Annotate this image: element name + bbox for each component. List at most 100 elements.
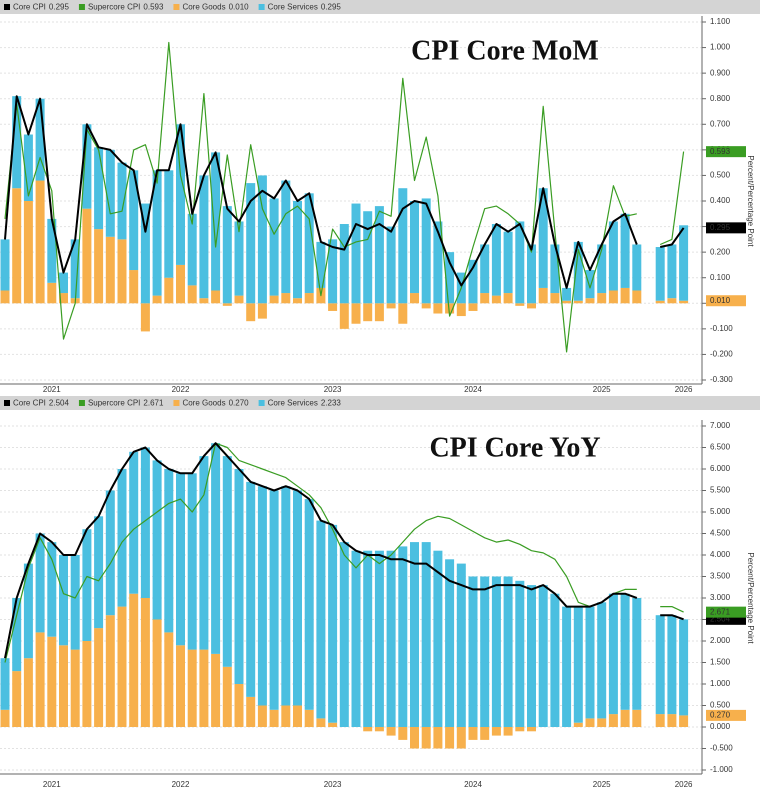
- bar: [339, 224, 349, 304]
- y-tick-label: 1.000: [710, 43, 731, 52]
- bar: [445, 303, 455, 314]
- y-tick-label: 5.000: [710, 507, 731, 516]
- bar: [620, 213, 630, 288]
- y-tick-label: 0.800: [710, 94, 731, 103]
- bar: [515, 727, 525, 732]
- bar: [105, 236, 115, 304]
- bar: [573, 241, 583, 301]
- axis-tag-label: 0.010: [710, 296, 731, 305]
- bar: [47, 282, 57, 304]
- y-tick-label: 5.500: [710, 486, 731, 495]
- legend-swatch: [78, 4, 85, 10]
- y-tick-label: 0.400: [710, 196, 731, 205]
- y-tick-label: 0.500: [710, 701, 731, 710]
- bar: [293, 201, 302, 299]
- bar: [304, 709, 314, 727]
- bar: [503, 293, 513, 304]
- bar: [480, 576, 490, 727]
- bar: [152, 170, 162, 296]
- bar: [573, 300, 583, 304]
- legend-label: Core CPI: [13, 399, 46, 408]
- y-tick-label: -0.500: [710, 744, 733, 753]
- legend-swatch: [173, 400, 180, 406]
- bar: [597, 293, 607, 304]
- bar: [94, 628, 104, 727]
- legend-label: Core CPI: [13, 3, 46, 12]
- bar: [632, 244, 642, 291]
- bar: [468, 576, 478, 727]
- bar: [281, 293, 291, 304]
- x-tick-label: 2024: [464, 780, 482, 789]
- bar: [679, 225, 689, 301]
- bar: [152, 295, 162, 304]
- axis-tag: [706, 709, 746, 721]
- bar: [445, 559, 455, 727]
- bar: [23, 134, 33, 201]
- bar: [386, 550, 396, 727]
- y-tick-label: 2.000: [710, 636, 731, 645]
- y-tick-label: 3.500: [710, 572, 731, 581]
- bar: [597, 244, 607, 294]
- bar: [433, 221, 443, 304]
- bar: [351, 550, 361, 727]
- legend-value: 2.671: [143, 399, 164, 408]
- bar: [59, 272, 68, 294]
- line: [4, 95, 685, 289]
- bar: [70, 649, 80, 727]
- bar: [655, 247, 665, 301]
- bar: [527, 244, 536, 304]
- legend-value: 0.295: [321, 3, 342, 12]
- line: [4, 41, 685, 353]
- legend-bar: [0, 0, 760, 14]
- bar: [433, 727, 443, 749]
- bar: [386, 226, 396, 304]
- bar: [597, 718, 607, 727]
- bar: [94, 229, 104, 304]
- bar: [538, 287, 548, 304]
- y-tick-label: 0.900: [710, 68, 731, 77]
- bar: [269, 198, 279, 296]
- bar: [410, 293, 419, 304]
- legend-swatch: [78, 400, 85, 406]
- legend-swatch: [258, 400, 265, 406]
- bar: [398, 727, 408, 740]
- bar: [94, 516, 104, 629]
- bar: [35, 98, 45, 181]
- bar: [585, 606, 595, 719]
- bar: [351, 303, 361, 324]
- chart-title: CPI Core YoY: [429, 432, 600, 463]
- y-tick-label: 4.000: [710, 550, 731, 559]
- legend-value: 0.010: [229, 3, 250, 12]
- bar: [234, 221, 244, 296]
- legend-value: 2.504: [49, 399, 70, 408]
- bar: [433, 303, 443, 314]
- bar: [140, 598, 150, 727]
- y-tick-label: 1.500: [710, 658, 731, 667]
- line: [4, 442, 684, 659]
- line: [4, 442, 684, 663]
- bar: [47, 636, 57, 727]
- bar: [328, 722, 338, 727]
- bar: [293, 298, 302, 304]
- bar: [398, 303, 408, 324]
- bar: [632, 290, 642, 304]
- bar: [503, 727, 513, 736]
- x-tick-label: 2025: [593, 780, 611, 789]
- bar: [140, 203, 150, 304]
- bar: [140, 447, 150, 598]
- y-tick-label: 0.200: [710, 247, 731, 256]
- axis-tag: [706, 222, 746, 234]
- bar: [386, 303, 396, 309]
- bar: [246, 696, 256, 727]
- bar: [620, 593, 630, 710]
- bar: [421, 542, 431, 727]
- bar: [105, 615, 115, 727]
- axis-tag: [706, 606, 746, 618]
- bar: [269, 709, 279, 727]
- bar: [410, 542, 419, 727]
- bar: [105, 490, 115, 616]
- bar: [445, 252, 455, 304]
- bar: [187, 285, 197, 304]
- bar: [491, 295, 501, 304]
- x-tick-label: 2025: [593, 385, 611, 394]
